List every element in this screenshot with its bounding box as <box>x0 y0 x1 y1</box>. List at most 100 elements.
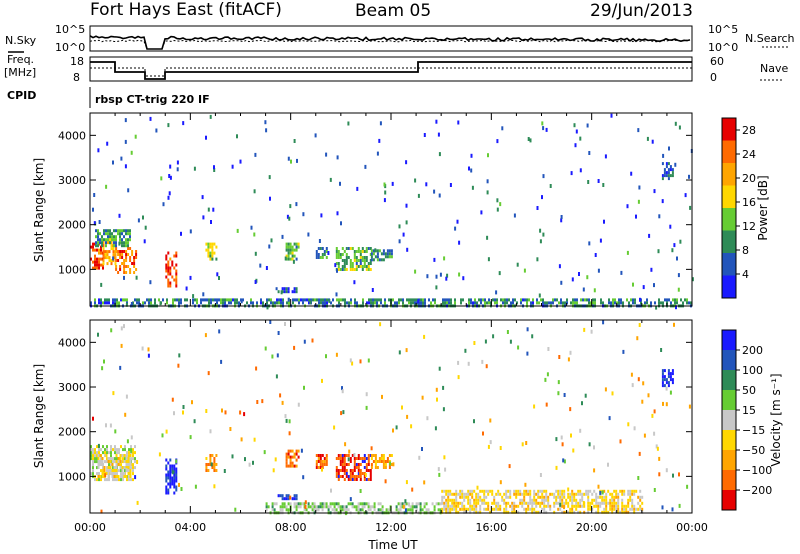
data-cell <box>127 466 130 469</box>
data-cell <box>449 510 452 514</box>
scatter-point <box>641 399 644 404</box>
data-cell <box>165 269 168 273</box>
scatter-point <box>676 256 678 261</box>
scatter-point <box>264 120 267 125</box>
data-cell <box>455 510 458 514</box>
data-cell <box>473 510 476 514</box>
data-cell <box>617 507 620 511</box>
data-cell <box>196 298 198 302</box>
data-cell <box>537 510 540 514</box>
data-cell <box>535 492 538 496</box>
data-cell <box>123 244 125 248</box>
scatter-point <box>244 457 246 462</box>
scatter-point <box>579 428 582 433</box>
colorbar-tick: 8 <box>742 244 749 257</box>
data-cell <box>485 501 488 505</box>
data-cell <box>661 378 664 382</box>
data-cell <box>295 497 298 501</box>
scatter-point <box>384 190 387 195</box>
data-cell <box>384 301 386 305</box>
data-cell <box>543 489 546 493</box>
data-cell <box>103 469 106 472</box>
data-cell <box>441 498 444 502</box>
scatter-point <box>433 189 436 194</box>
data-cell <box>98 251 100 255</box>
data-cell <box>585 489 588 493</box>
data-cell <box>463 504 466 508</box>
data-cell <box>323 463 326 466</box>
data-cell <box>471 492 474 496</box>
data-cell <box>665 171 668 175</box>
data-cell <box>489 510 492 514</box>
data-cell <box>321 505 324 509</box>
data-cell <box>108 250 111 254</box>
data-cell <box>557 492 560 496</box>
data-cell <box>90 257 92 261</box>
data-cell <box>525 492 528 496</box>
scatter-point <box>347 457 350 462</box>
scatter-point <box>631 383 634 388</box>
data-cell <box>579 504 582 508</box>
data-cell <box>505 504 508 508</box>
data-cell <box>529 498 532 502</box>
data-cell <box>226 298 228 302</box>
scatter-point <box>560 280 563 285</box>
data-cell <box>373 508 376 512</box>
noise-tick-right-top: 10^5 <box>708 23 738 36</box>
scatter-point <box>660 348 663 352</box>
data-cell <box>343 454 346 457</box>
data-cell <box>103 232 105 236</box>
freq-series <box>90 61 692 80</box>
data-cell <box>113 235 115 239</box>
data-cell <box>505 510 508 514</box>
data-cell <box>107 457 110 460</box>
data-cell <box>382 463 385 466</box>
data-cell <box>169 269 172 273</box>
scatter-point <box>376 151 379 156</box>
data-cell <box>106 478 108 482</box>
data-cell <box>447 501 450 505</box>
data-cell <box>154 301 156 305</box>
data-cell <box>214 298 216 302</box>
data-cell <box>461 489 464 493</box>
data-cell <box>295 242 298 246</box>
data-cell <box>115 268 118 271</box>
data-cell <box>557 489 560 493</box>
y-tick-label: 2000 <box>58 219 86 232</box>
scatter-point <box>406 414 409 419</box>
data-cell <box>539 489 542 493</box>
data-cell <box>413 505 416 509</box>
data-cell <box>167 269 170 273</box>
y-tick-label: 4000 <box>58 129 86 142</box>
data-cell <box>447 510 450 514</box>
data-cell <box>369 505 372 509</box>
data-cell <box>461 504 464 508</box>
data-cell <box>96 454 98 458</box>
data-cell <box>480 301 482 305</box>
data-cell <box>205 466 208 469</box>
data-cell <box>540 298 542 302</box>
scatter-point <box>437 132 440 137</box>
scatter-point <box>379 322 382 327</box>
data-cell <box>351 502 354 506</box>
data-cell <box>367 457 370 460</box>
data-cell <box>603 498 606 502</box>
data-cell <box>615 504 618 508</box>
data-cell <box>210 301 212 305</box>
data-cell <box>363 466 366 469</box>
data-cell <box>605 495 608 499</box>
data-cell <box>529 489 532 493</box>
data-cell <box>359 262 362 265</box>
data-cell <box>381 508 384 512</box>
data-cell <box>627 492 630 496</box>
data-cell <box>105 454 108 457</box>
scatter-point <box>333 425 336 430</box>
data-cell <box>116 472 118 476</box>
data-cell <box>184 298 186 302</box>
data-cell <box>211 245 214 249</box>
data-cell <box>511 501 514 505</box>
data-cell <box>129 469 132 472</box>
data-cell <box>331 508 334 512</box>
data-cell <box>479 498 482 502</box>
colorbar-tick: −50 <box>742 444 765 457</box>
